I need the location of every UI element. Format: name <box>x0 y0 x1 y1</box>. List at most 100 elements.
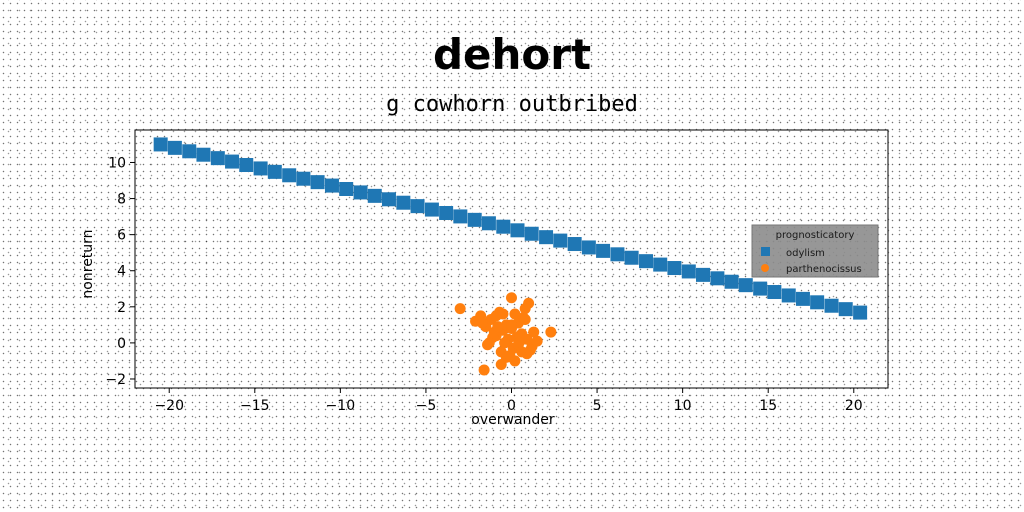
data-point <box>531 335 543 347</box>
data-point <box>353 185 368 200</box>
data-point <box>196 147 211 162</box>
data-point <box>424 202 439 217</box>
data-point <box>153 137 168 152</box>
data-point <box>182 144 197 159</box>
data-point <box>410 199 425 214</box>
data-point <box>795 291 810 306</box>
data-point <box>581 240 596 255</box>
data-point <box>454 303 466 315</box>
data-point <box>310 175 325 190</box>
data-point <box>296 171 311 186</box>
y-tick-label: 0 <box>117 336 126 352</box>
data-point <box>381 192 396 207</box>
data-point <box>497 308 509 320</box>
data-point <box>738 278 753 293</box>
data-point <box>724 274 739 289</box>
data-point <box>696 267 711 282</box>
data-point <box>483 337 495 349</box>
data-marks <box>153 137 868 376</box>
x-tick-label: 15 <box>759 398 777 414</box>
data-point <box>504 350 516 362</box>
data-point <box>476 317 488 329</box>
y-tick-label: −2 <box>105 372 126 388</box>
y-axis-ticks: −2 0 2 4 6 8 10 <box>105 155 135 388</box>
legend-marker <box>761 247 770 256</box>
data-point <box>681 264 696 279</box>
data-point <box>653 257 668 272</box>
legend-label: parthenocissus <box>786 264 862 275</box>
data-point <box>524 344 536 356</box>
data-point <box>509 308 521 320</box>
legend-title: prognosticatory <box>776 230 855 241</box>
data-point <box>339 181 354 196</box>
data-point <box>496 219 511 234</box>
data-point <box>667 261 682 276</box>
data-point <box>810 295 825 310</box>
y-tick-label: 10 <box>108 155 126 171</box>
data-point <box>492 321 504 333</box>
x-tick-label: 20 <box>845 398 863 414</box>
x-tick-label: −10 <box>326 398 356 414</box>
data-point <box>324 178 339 193</box>
legend-box <box>751 224 879 278</box>
data-point <box>481 216 496 231</box>
data-point <box>439 205 454 220</box>
data-point <box>524 226 539 241</box>
data-point <box>781 288 796 303</box>
x-tick-label: 10 <box>674 398 692 414</box>
data-point <box>767 285 782 300</box>
data-point <box>478 364 490 376</box>
data-point <box>624 250 639 265</box>
data-point <box>453 209 468 224</box>
x-tick-label: 5 <box>593 398 602 414</box>
data-point <box>253 161 268 176</box>
x-tick-label: −5 <box>416 398 437 414</box>
data-point <box>167 140 182 155</box>
data-point <box>519 313 531 325</box>
data-point <box>495 359 507 371</box>
y-tick-label: 2 <box>117 300 126 316</box>
data-point <box>516 346 528 358</box>
data-point <box>610 247 625 262</box>
data-point <box>545 326 557 338</box>
x-axis-label: overwander <box>471 412 555 428</box>
data-point <box>596 243 611 258</box>
y-axis-label: nonreturn <box>80 229 96 298</box>
data-point <box>367 188 382 203</box>
legend: prognosticatory odylism parthenocissus <box>751 224 879 278</box>
y-tick-label: 6 <box>117 228 126 244</box>
x-axis-ticks: −20 −15 −10 −5 0 5 10 15 20 <box>154 388 863 414</box>
x-tick-label: −20 <box>154 398 184 414</box>
data-point <box>528 326 540 338</box>
data-point <box>210 151 225 166</box>
chart-subtitle: g cowhorn outbribed <box>386 92 638 117</box>
data-point <box>853 305 868 320</box>
data-point <box>396 195 411 210</box>
data-point <box>553 233 568 248</box>
data-point <box>282 168 297 183</box>
data-point <box>225 154 240 169</box>
data-point <box>539 230 554 245</box>
data-point <box>753 281 768 296</box>
data-point <box>506 292 517 304</box>
data-point <box>523 297 535 309</box>
chart-title: dehort <box>432 30 592 79</box>
data-point <box>499 337 511 349</box>
data-point <box>239 158 254 173</box>
data-point <box>824 298 839 313</box>
data-point <box>521 333 533 345</box>
legend-marker <box>761 264 769 272</box>
x-tick-label: 0 <box>507 398 516 414</box>
series-odylism <box>153 137 868 320</box>
y-tick-label: 8 <box>117 192 126 208</box>
y-tick-label: 4 <box>117 264 126 280</box>
data-point <box>267 164 282 179</box>
data-point <box>838 302 853 317</box>
data-point <box>710 271 725 286</box>
data-point <box>639 254 654 269</box>
data-point <box>506 319 517 331</box>
data-point <box>467 212 482 227</box>
data-point <box>510 223 525 238</box>
data-point <box>567 237 582 252</box>
